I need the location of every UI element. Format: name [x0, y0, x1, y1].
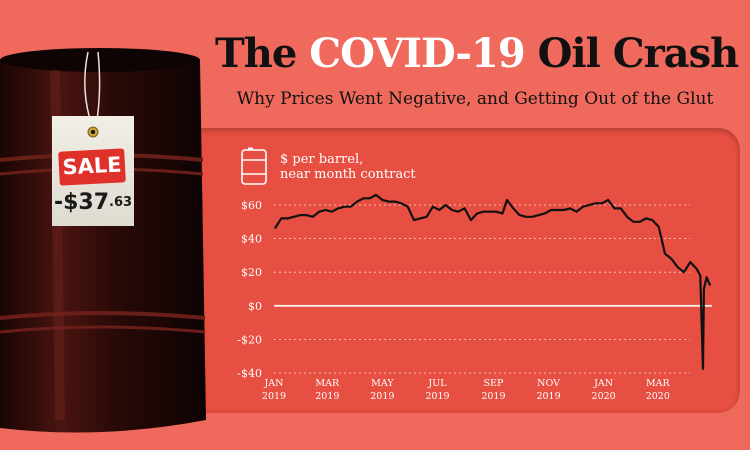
barrel-body	[0, 53, 206, 433]
tag-price-main: -$37	[53, 190, 110, 215]
tag-price-cents: .63	[109, 195, 133, 210]
oil-barrel-illustration	[0, 48, 206, 433]
page-title: The COVID-19 Oil Crash	[215, 30, 739, 78]
chart-panel	[180, 128, 740, 413]
x-tick-month: MAR	[646, 378, 671, 389]
page-subtitle: Why Prices Went Negative, and Getting Ou…	[236, 89, 714, 109]
x-tick-year: 2019	[536, 391, 560, 402]
tag-price: -$37.63	[52, 190, 134, 217]
x-tick-year: 2019	[425, 391, 449, 402]
unit-label-line1: $ per barrel,	[280, 152, 364, 167]
x-tick-month: JAN	[264, 378, 284, 389]
barrel-top	[0, 48, 200, 72]
title-prefix: The	[215, 30, 310, 77]
x-tick-year: 2020	[646, 391, 670, 402]
barrel-rim-2b	[0, 325, 206, 334]
x-tick-year: 2019	[262, 391, 286, 402]
unit-label-line2: near month contract	[280, 167, 416, 182]
y-tick-label: $20	[241, 266, 262, 279]
x-tick-month: JAN	[593, 378, 613, 389]
x-tick-month: NOV	[537, 378, 560, 389]
title-suffix: Oil Crash	[524, 30, 740, 77]
x-tick-year: 2019	[370, 391, 394, 402]
y-tick-label: $60	[241, 199, 262, 212]
x-tick-year: 2019	[315, 391, 339, 402]
x-tick-month: JUL	[427, 378, 447, 389]
x-tick-month: MAR	[315, 378, 340, 389]
x-tick-year: 2020	[592, 391, 616, 402]
y-tick-label: -$20	[237, 333, 262, 346]
y-tick-label: $40	[241, 233, 262, 246]
y-tick-label: $0	[248, 300, 262, 313]
barrel-rim-2	[0, 311, 206, 320]
y-tick-label: -$40	[237, 367, 262, 380]
title-highlight: COVID-19	[309, 30, 525, 77]
x-tick-month: SEP	[484, 378, 504, 389]
x-tick-year: 2019	[481, 391, 505, 402]
x-tick-month: MAY	[371, 378, 394, 389]
series-line	[273, 193, 712, 371]
sale-box	[58, 148, 126, 186]
oil-barrel-icon	[241, 147, 267, 185]
